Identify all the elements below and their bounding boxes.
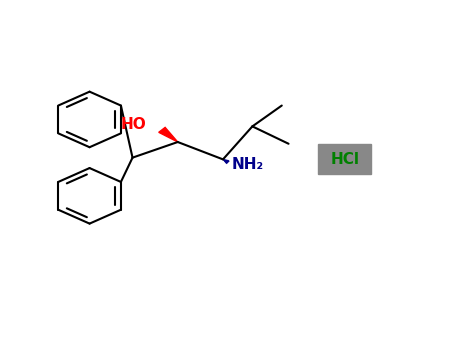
Text: HCl: HCl xyxy=(331,152,359,167)
Polygon shape xyxy=(159,127,178,142)
Text: HO: HO xyxy=(121,117,146,132)
FancyBboxPatch shape xyxy=(318,145,371,174)
Text: NH₂: NH₂ xyxy=(232,157,264,172)
